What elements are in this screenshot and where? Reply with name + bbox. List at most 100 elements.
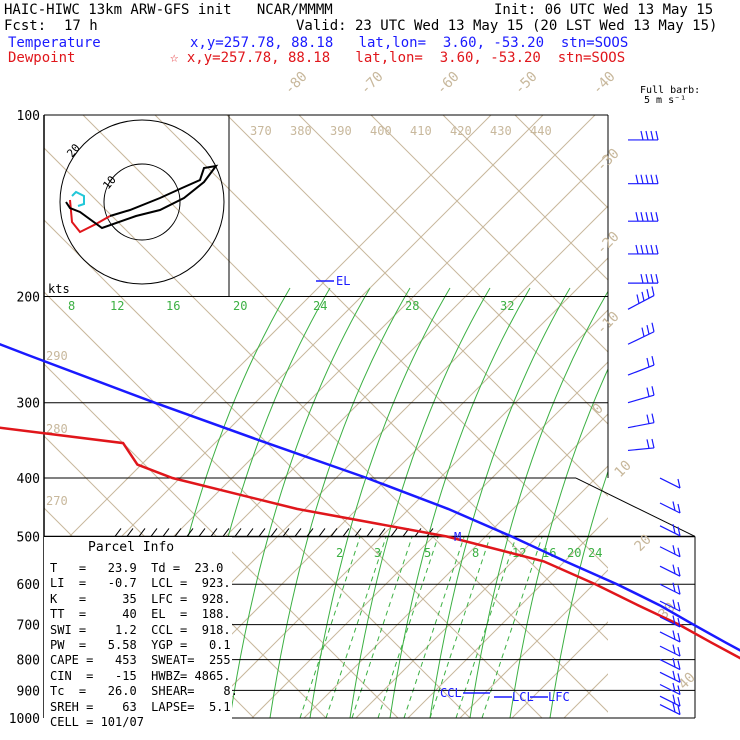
dry-adiabat-line <box>199 309 608 718</box>
wind-barb-shaft <box>659 502 681 514</box>
theta-label: 440 <box>530 124 552 138</box>
wind-barb-flag <box>645 212 649 222</box>
series-point-temperature <box>266 442 268 444</box>
wind-barb-flag <box>677 567 681 577</box>
el-marker: EL <box>336 274 350 288</box>
pressure-tick-label: 200 <box>17 291 40 306</box>
series-point-dewpoint <box>171 477 174 479</box>
mixing-ratio-label-lower: 20 <box>567 546 581 560</box>
wind-barb-flag <box>650 212 654 222</box>
wind-barb-shaft <box>659 631 681 643</box>
wind-barb-shaft <box>659 695 681 707</box>
wind-barb-flag <box>645 130 649 141</box>
wind-barb-shaft <box>659 477 681 489</box>
wind-barb-flag <box>672 682 676 693</box>
fcst-label: Fcst: <box>4 18 47 34</box>
mixing-ratio-line <box>351 536 413 718</box>
hatch-mark <box>342 528 350 537</box>
series-line-dewpoint <box>0 426 740 660</box>
wind-barb-flag <box>650 244 654 255</box>
moist-adiabat-line <box>349 287 491 718</box>
wind-barb-flag <box>646 289 650 299</box>
wind-barb-flag <box>635 212 639 222</box>
wind-barb-flag <box>641 291 645 301</box>
isotherm-line <box>370 115 608 353</box>
temperature-coords: x,y=257.78, 88.18 lat,lon= 3.60, -53.20 … <box>190 35 629 51</box>
hatch-mark <box>234 528 242 537</box>
isotherm-label: -60 <box>434 69 463 98</box>
parcel-info-rows: T = 23.9 Td = 23.0 LI = -0.7 LCL = 923. K … <box>50 561 238 730</box>
dry-adiabat-line <box>616 18 740 718</box>
wind-barb-flag <box>640 212 644 222</box>
wind-barb-flag <box>651 286 655 296</box>
wind-barb-flag <box>672 564 676 574</box>
isotherm-label: -10 <box>594 309 623 338</box>
mixing-ratio-label-lower: 8 <box>472 546 479 560</box>
wind-barb-shaft <box>659 645 681 657</box>
parcel-info-row: TT = 40 EL = 188. <box>50 607 231 622</box>
series-point-dewpoint <box>122 442 124 444</box>
series-point-temperature <box>510 535 513 538</box>
barb-legend-line1: Full barb: <box>640 85 701 96</box>
hatch-mark <box>186 528 194 537</box>
mixing-ratio-line <box>325 536 387 718</box>
wind-barb-shaft <box>627 447 655 452</box>
wind-barb-flag <box>645 273 649 284</box>
hatch-mark <box>270 528 278 537</box>
wind-barb-flag <box>672 630 676 640</box>
right-axis-slope <box>575 477 696 537</box>
wind-barb-flag <box>650 130 654 141</box>
skewt-background-lines <box>44 18 740 718</box>
wind-barb-flag <box>677 601 681 612</box>
wind-barb-flag <box>677 705 681 715</box>
theta-label: 400 <box>370 124 392 138</box>
wind-barb-flag <box>640 130 644 141</box>
wind-barb-flag <box>651 322 655 332</box>
wind-barb-flag <box>640 244 644 255</box>
series-point-temperature <box>658 604 661 606</box>
wind-barb-shaft <box>659 600 681 612</box>
theta-label: 270 <box>46 494 68 508</box>
parcel-info-title: Parcel Info <box>88 540 175 555</box>
dry-adiabat-line <box>720 18 740 718</box>
hodograph-ring-label-10: 10 <box>100 173 118 192</box>
valid-time: Valid: 23 UTC Wed 13 May 15 (20 LST Wed … <box>296 18 718 34</box>
hatch-mark <box>294 528 302 537</box>
mixing-ratio-line <box>299 536 361 718</box>
moist-adiabat-line <box>389 287 531 718</box>
mixing-ratio-label-upper: 12 <box>110 299 124 313</box>
theta-label: 280 <box>46 422 68 436</box>
wind-barb-flag <box>672 702 676 713</box>
wind-barb-flag <box>672 694 676 704</box>
wind-barb-shaft <box>659 583 681 595</box>
parcel-info-row: K = 35 LFC = 928. <box>50 591 231 606</box>
wind-barb-flag <box>655 130 659 141</box>
wind-barb-shaft <box>659 525 681 537</box>
wind-barb-shaft <box>627 394 655 404</box>
dry-adiabat-line <box>303 413 608 718</box>
pressure-tick-labels: 100 200 300 400 500 600 700 800 900 1000 <box>9 109 40 727</box>
mixing-ratio-label-upper: 20 <box>233 299 247 313</box>
parcel-info-row: PW = 5.58 YGP = 0.1 <box>50 638 231 653</box>
wind-barb-flag <box>672 524 676 534</box>
pressure-tick-label: 900 <box>17 684 40 699</box>
hodograph: 20 10 kts <box>48 119 225 296</box>
mixing-ratio-label-upper: 28 <box>405 299 419 313</box>
dewpoint-coords: ☆ x,y=257.78, 88.18 lat,lon= 3.60, -53.2… <box>170 50 626 66</box>
isotherm-line <box>298 115 608 425</box>
isotherm-line <box>44 363 399 718</box>
series-point-dewpoint <box>637 604 639 606</box>
wind-barb-flag <box>677 503 681 514</box>
lfc-marker: LFC <box>548 690 570 704</box>
isotherm-label: -70 <box>358 69 387 98</box>
mixing-ratio-line <box>403 536 465 718</box>
init-time: Init: 06 UTC Wed 13 May 15 <box>494 2 714 18</box>
dry-adiabat-line <box>407 517 608 718</box>
isotherm-line <box>44 291 471 718</box>
isotherm-label: -20 <box>594 229 623 258</box>
wind-barb-flag <box>655 244 659 255</box>
series-point-temperature <box>725 641 727 644</box>
moist-adiabat-line <box>229 287 371 718</box>
mixing-ratio-label-upper: 32 <box>500 299 514 313</box>
